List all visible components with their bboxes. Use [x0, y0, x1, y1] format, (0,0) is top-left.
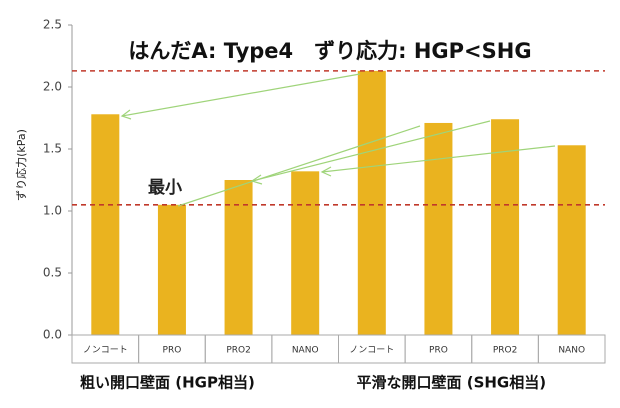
x-tick-label: PRO2: [226, 346, 251, 356]
y-tick-label: 2.0: [43, 80, 62, 94]
y-tick-label: 0.5: [43, 266, 62, 280]
group-label: 平滑な開口壁面 (SHG相当): [357, 374, 547, 392]
x-tick-label: ノンコート: [83, 346, 128, 356]
chart-title: はんだA: Type4 ずり応力: HGP<SHG: [128, 39, 531, 63]
group-label: 粗い開口壁面 (HGP相当): [80, 374, 255, 392]
bar: [91, 114, 120, 335]
y-tick-label: 0.0: [43, 328, 62, 342]
annotation: 最小: [148, 178, 182, 198]
x-tick-label: PRO: [163, 346, 182, 356]
bar: [424, 122, 453, 336]
y-tick-label: 1.0: [43, 204, 62, 218]
category-box: [537, 334, 606, 364]
arrows: [120, 73, 556, 207]
bar: [157, 204, 186, 335]
x-tick-label: PRO2: [493, 346, 518, 356]
x-tick-label: ノンコート: [349, 346, 394, 356]
bar: [557, 145, 586, 335]
x-tick-label: NANO: [292, 346, 319, 356]
bar: [291, 171, 320, 335]
y-axis-label: ずり応力(kPa): [14, 129, 28, 201]
bar: [357, 70, 386, 335]
x-tick-label: PRO: [429, 346, 448, 356]
y-tick-label: 1.5: [43, 142, 62, 156]
x-tick-label: NANO: [558, 346, 585, 356]
bar: [491, 119, 520, 336]
y-tick-label: 2.5: [43, 18, 62, 32]
bar: [224, 180, 253, 335]
